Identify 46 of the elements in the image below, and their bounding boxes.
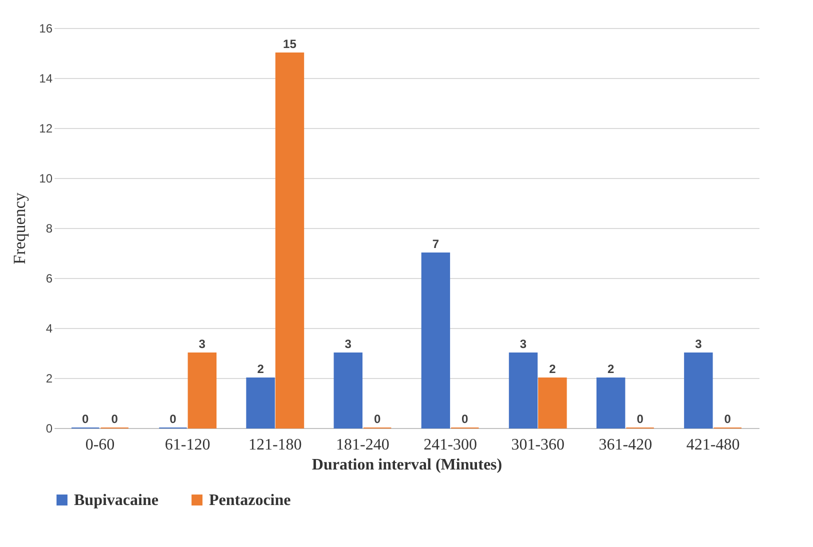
x-tick-label: 181-240	[336, 436, 390, 454]
y-axis-title: Frequency	[10, 192, 30, 264]
x-tick-label: 421-480	[686, 436, 740, 454]
data-label: 2	[549, 362, 556, 376]
data-label: 7	[432, 237, 440, 251]
legend-label: Pentazocine	[209, 492, 291, 509]
data-label: 3	[344, 337, 352, 351]
data-label: 3	[198, 337, 206, 351]
data-label: 0	[724, 412, 732, 426]
bar	[508, 352, 538, 428]
data-label: 0	[462, 412, 469, 426]
y-tick-label: 4	[46, 322, 53, 336]
y-tick-label: 6	[46, 272, 53, 286]
x-axis-title: Duration interval (Minutes)	[312, 456, 502, 474]
data-label: 2	[257, 362, 264, 376]
y-tick-label: 14	[39, 72, 53, 86]
x-tick-label: 301-360	[511, 436, 565, 454]
bar	[596, 378, 626, 428]
bar	[334, 352, 362, 428]
data-label: 3	[520, 337, 527, 351]
data-label: 0	[636, 412, 644, 426]
data-label: 0	[170, 412, 177, 426]
y-tick-label: 0	[46, 422, 53, 436]
y-tick-label: 10	[39, 172, 53, 186]
data-label: 0	[111, 412, 118, 426]
y-tick-label: 12	[39, 122, 53, 136]
x-tick-label: 241-300	[424, 436, 477, 454]
bar	[246, 378, 275, 428]
legend-label: Bupivacaine	[74, 492, 158, 509]
data-label: 15	[283, 37, 297, 51]
y-tick-label: 16	[39, 22, 53, 36]
bar	[275, 52, 304, 428]
bar	[421, 252, 450, 428]
x-tick-label: 0-60	[85, 436, 115, 454]
bar	[188, 352, 217, 428]
x-tick-label: 121-180	[248, 436, 302, 454]
x-tick-label: 361-420	[598, 436, 652, 454]
data-label: 0	[374, 412, 381, 426]
data-label: 3	[695, 337, 702, 351]
x-tick-label: 61-120	[164, 436, 210, 454]
y-tick-label: 2	[46, 372, 53, 386]
y-tick-label: 8	[46, 222, 53, 236]
bar	[684, 352, 713, 428]
data-label: 0	[82, 412, 90, 426]
bar	[538, 378, 567, 428]
data-label: 2	[608, 362, 615, 376]
